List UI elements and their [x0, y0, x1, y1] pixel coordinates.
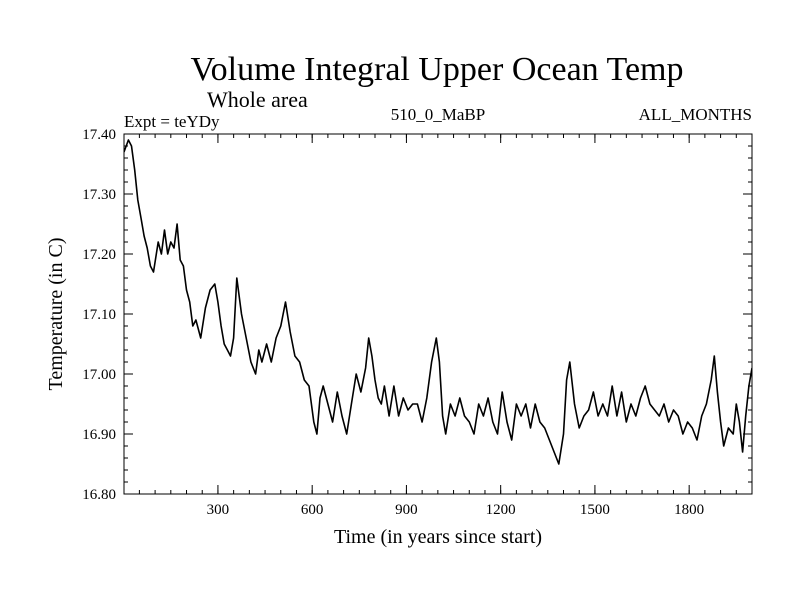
y-tick-label: 17.20 — [82, 247, 116, 263]
y-tick-label: 17.00 — [82, 367, 116, 383]
ticks — [124, 133, 752, 495]
chart-title: Volume Integral Upper Ocean Temp — [191, 51, 684, 88]
x-tick-labels: 300 600 900 1200 1500 1800 — [207, 502, 704, 518]
series-line — [124, 139, 752, 465]
x-axis-label: Time (in years since start) — [334, 526, 542, 548]
experiment-label: Expt = teYDy — [124, 112, 220, 131]
y-tick-label: 17.10 — [82, 307, 116, 323]
plot-frame — [123, 133, 753, 495]
x-tick-label: 1200 — [486, 502, 516, 518]
y-tick-label: 16.90 — [82, 427, 116, 443]
months-label: ALL_MONTHS — [639, 105, 752, 124]
y-axis-label: Temperature (in C) — [45, 238, 67, 391]
x-tick-label: 1800 — [674, 502, 704, 518]
x-tick-label: 1500 — [580, 502, 610, 518]
chart-subtitle: Whole area — [207, 87, 308, 112]
x-tick-label: 300 — [207, 502, 230, 518]
y-tick-label: 17.30 — [82, 187, 116, 203]
run-label: 510_0_MaBP — [391, 105, 485, 124]
y-tick-labels: 16.80 16.90 17.00 17.10 17.20 17.30 17.40 — [82, 127, 116, 503]
y-tick-label: 17.40 — [82, 127, 116, 143]
x-tick-label: 900 — [395, 502, 418, 518]
x-tick-label: 600 — [301, 502, 324, 518]
y-tick-label: 16.80 — [82, 487, 116, 503]
